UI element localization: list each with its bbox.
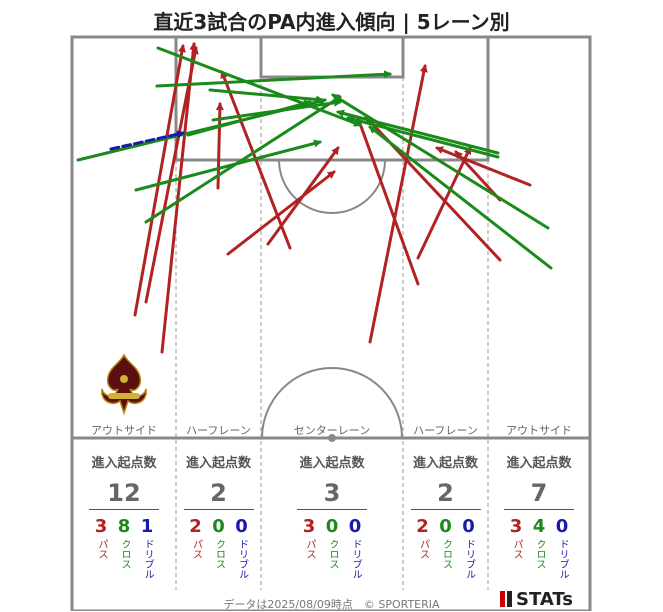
- cross-arrow: [368, 125, 553, 270]
- cross-label: クロス: [119, 539, 130, 569]
- footer-credit: データは2025/08/09時点 © SPORTERIA: [223, 598, 440, 611]
- chart-title: 直近3試合のPA内進入傾向 | 5レーン別: [153, 10, 510, 34]
- pass-count: 2: [189, 516, 202, 537]
- lane-label-outside-right: アウトサイド: [506, 424, 572, 437]
- pass-label: パス: [304, 539, 315, 559]
- pass-arrow: [266, 146, 340, 246]
- lane-stats-outside-left: 進入起点数 12 3 パス 8 クロス 1 ドリブル: [72, 452, 176, 579]
- lane-stats-half-left: 進入起点数 2 2 パス 0 クロス 0 ドリブル: [176, 452, 261, 579]
- dribble-label: ドリブル: [142, 539, 153, 579]
- cross-count: 0: [325, 516, 339, 537]
- cross-label: クロス: [534, 539, 545, 569]
- col-divider: [504, 509, 574, 510]
- pass-label: パス: [96, 539, 107, 559]
- pass-arrow: [416, 146, 472, 260]
- dribble-label: ドリブル: [350, 539, 361, 579]
- lane-stats-outside-right: 進入起点数 7 3 パス 4 クロス 0 ドリブル: [488, 452, 590, 579]
- dribble-label: ドリブル: [557, 539, 568, 579]
- pass-arrow: [356, 116, 420, 286]
- cross-arrow: [144, 95, 342, 224]
- col-total: 3: [323, 479, 341, 507]
- lane-label-outside-left: アウトサイド: [91, 424, 157, 437]
- pass-arrow: [133, 44, 186, 317]
- col-total: 12: [107, 479, 141, 507]
- col-divider: [89, 509, 159, 510]
- penalty-arc: [278, 159, 386, 214]
- pass-label: パス: [417, 539, 429, 559]
- pass-count: 2: [416, 516, 429, 537]
- pass-label: パス: [190, 539, 202, 559]
- pass-count: 3: [509, 516, 523, 537]
- pass-arrow: [435, 146, 532, 187]
- pass-arrow: [226, 170, 336, 256]
- brand-text: STATs: [516, 589, 573, 610]
- dribble-count: 0: [348, 516, 362, 537]
- cross-arrow: [336, 109, 500, 155]
- cross-arrow: [208, 88, 324, 104]
- dribble-count: 1: [140, 516, 154, 537]
- goal-area: [259, 35, 405, 79]
- cross-count: 4: [532, 516, 546, 537]
- centre-spot: [328, 434, 336, 442]
- dribble-count: 0: [555, 516, 569, 537]
- lane-label-half-right: ハーフレーン: [413, 424, 478, 437]
- centre-circle: [261, 367, 403, 439]
- pass-count: 3: [302, 516, 316, 537]
- col-head: 進入起点数: [506, 456, 572, 471]
- pass-arrow: [368, 64, 428, 344]
- cross-arrow: [331, 93, 550, 230]
- dribble-arrow: [109, 130, 185, 151]
- cross-arrow: [346, 115, 500, 159]
- col-divider: [183, 509, 254, 510]
- cross-label: クロス: [327, 539, 338, 569]
- dribble-count: 0: [235, 516, 248, 537]
- lane-stats-half-right: 進入起点数 2 2 パス 0 クロス 0 ドリブル: [403, 452, 488, 579]
- col-head: 進入起点数: [412, 456, 478, 471]
- arrow-layer: [76, 42, 553, 354]
- col-total: 7: [530, 479, 548, 507]
- brand-logo: STATs: [500, 589, 573, 610]
- dribble-label: ドリブル: [236, 539, 248, 579]
- cross-label: クロス: [213, 539, 225, 569]
- cross-arrow: [156, 46, 362, 127]
- col-head: 進入起点数: [185, 456, 251, 471]
- pass-label: パス: [511, 539, 522, 559]
- cross-arrow: [134, 139, 322, 192]
- col-divider: [297, 509, 367, 510]
- lane-label-half-left: ハーフレーン: [186, 424, 251, 437]
- cross-arrow: [186, 99, 312, 137]
- fleur-de-lis-crest-icon: [101, 353, 147, 416]
- cross-count: 0: [439, 516, 452, 537]
- pass-arrow: [144, 46, 199, 304]
- pass-arrow: [160, 42, 198, 354]
- lane-label-center: センターレーン: [293, 424, 371, 437]
- col-head: 進入起点数: [299, 456, 365, 471]
- col-head: 進入起点数: [91, 456, 157, 471]
- cross-arrow: [155, 70, 392, 88]
- lane-stats-center: 進入起点数 3 3 パス 0 クロス 0 ドリブル: [261, 452, 403, 579]
- col-total: 2: [210, 479, 227, 507]
- cross-count: 8: [117, 516, 131, 537]
- pass-count: 3: [94, 516, 108, 537]
- dribble-label: ドリブル: [463, 539, 475, 579]
- col-total: 2: [437, 479, 454, 507]
- col-divider: [410, 509, 481, 510]
- cross-label: クロス: [440, 539, 452, 569]
- pass-arrow: [454, 150, 502, 202]
- cross-count: 0: [212, 516, 225, 537]
- dribble-count: 0: [462, 516, 475, 537]
